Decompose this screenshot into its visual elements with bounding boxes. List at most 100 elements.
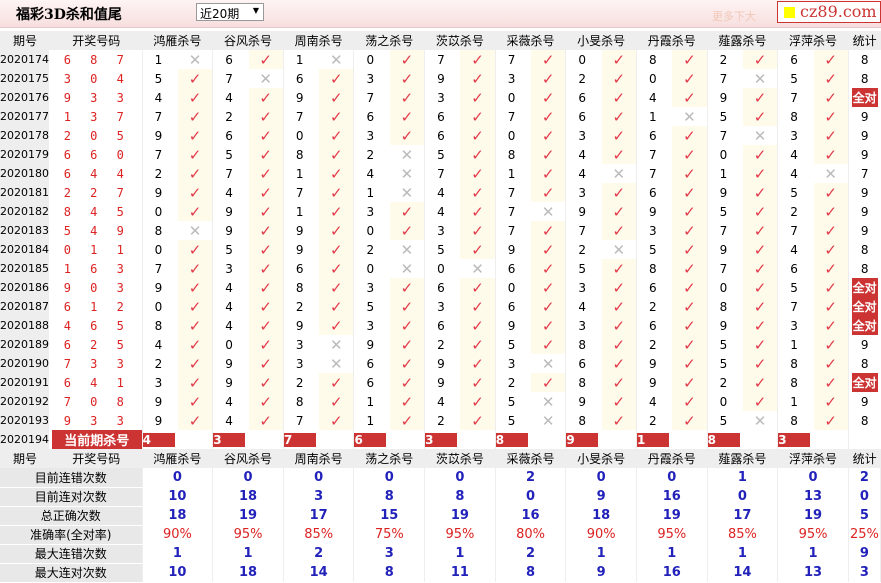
kill-number: 8	[295, 280, 304, 295]
stats-value: 8	[353, 563, 426, 582]
header-stat: 统计	[848, 31, 881, 50]
period: 2020179	[0, 145, 52, 164]
current-kill-number: 3	[425, 432, 458, 447]
kill-number: 5	[719, 204, 728, 219]
stats-value: 13	[777, 487, 849, 506]
kill-number: 6	[790, 52, 798, 67]
kill-number: 0	[719, 280, 728, 295]
stats-label: 目前连错次数	[0, 468, 143, 488]
kill-number: 5	[437, 147, 445, 162]
check-icon: ✓	[742, 50, 779, 69]
stats-value: 2	[848, 468, 881, 487]
kill-number: 7	[295, 109, 304, 124]
check-icon: ✓	[672, 392, 708, 411]
cross-icon: ✕	[389, 183, 426, 202]
winning-number: 5 4 9	[50, 221, 143, 240]
kill-number: 7	[366, 90, 375, 105]
header-kill: 小旻杀号	[565, 31, 637, 50]
check-icon: ✓	[742, 164, 779, 183]
check-icon: ✓	[389, 392, 426, 411]
current-kill-number: 6	[354, 432, 387, 447]
check-icon: ✓	[177, 164, 214, 183]
kill-number: 3	[578, 280, 586, 295]
check-icon: ✓	[531, 335, 567, 354]
stat-count: 9	[860, 185, 869, 200]
kill-number: 5	[507, 413, 516, 428]
header-kill: 鸿雁杀号	[142, 449, 214, 468]
kill-number: 2	[578, 71, 586, 86]
kill-number: 5	[366, 299, 375, 314]
stat-count: 9	[860, 337, 869, 352]
kill-number: 4	[790, 147, 798, 162]
kill-table: 期号 开奖号码 鸿雁杀号 谷风杀号 周南杀号 荡之杀号 茨苡杀号 采薇杀号 小旻杀号 丹霞杀号 薤露…	[0, 31, 881, 583]
kill-number: 6	[366, 375, 375, 390]
all-hit-badge: 全对	[851, 278, 878, 297]
table-row: 2020191 6 4 1 3 ✓ 9 ✓ 2 ✓ 6 ✓ 9 ✓ 2 ✓ 8 ✓ 9 ✓ 2 ✓ 8 ✓ 全对	[0, 373, 881, 392]
kill-number: 2	[578, 242, 586, 257]
table-row: 2020181 2 2 7 9 ✓ 4 ✓ 7 ✓ 1 ✕ 4 ✓ 7 ✓ 3 ✓ 6 ✓ 9 ✓ 5 ✓ 9	[0, 183, 881, 202]
kill-number: 3	[225, 261, 233, 276]
site-logo[interactable]: cz89.com	[777, 1, 881, 23]
stat-cell: 7	[848, 164, 880, 183]
kill-number: 8	[790, 413, 798, 428]
winning-number: 6 4 1	[50, 373, 143, 392]
faded-link[interactable]: 更多下大	[712, 10, 756, 23]
current-kill-number: 7	[283, 432, 316, 447]
current-kill-number: 3	[213, 432, 246, 447]
kill-number: 6	[437, 280, 445, 295]
check-icon: ✓	[389, 411, 426, 430]
stats-value: 2	[283, 544, 355, 563]
table-row: 2020174 6 8 7 1 ✕ 6 ✓ 1 ✕ 0 ✓ 7 ✓ 7 ✓ 0 ✓ 8 ✓ 2 ✓ 6 ✓ 8	[0, 50, 881, 69]
cross-icon: ✕	[531, 411, 567, 430]
kill-number: 1	[295, 166, 304, 181]
kill-number: 1	[507, 166, 516, 181]
header-kill: 荡之杀号	[353, 31, 426, 50]
kill-number: 7	[719, 223, 728, 238]
stats-row: 最大连对次数 10 18 14 8 11 8 9 16 14 13 3	[0, 563, 881, 583]
header-kill: 薤露杀号	[707, 31, 779, 50]
check-icon: ✓	[319, 297, 355, 316]
stat-cell: 9	[848, 335, 880, 354]
stats-value: 0	[495, 487, 567, 506]
kill-number: 8	[648, 52, 657, 67]
kill-number: 4	[225, 185, 233, 200]
stats-value: 1	[707, 468, 779, 487]
stats-value: 8	[495, 563, 567, 582]
current-kill-number: 3	[778, 432, 811, 447]
kill-number: 7	[154, 147, 163, 162]
period: 2020190	[0, 354, 52, 373]
stats-label: 最大连对次数	[0, 563, 143, 583]
kill-number: 5	[578, 261, 586, 276]
check-icon: ✓	[460, 69, 496, 88]
check-icon: ✓	[460, 316, 496, 335]
check-icon: ✓	[319, 164, 355, 183]
stats-value: 14	[707, 563, 779, 582]
stats-value: 95%	[212, 525, 284, 544]
kill-number: 9	[154, 413, 163, 428]
cross-icon: ✕	[389, 164, 426, 183]
stats-value: 5	[848, 506, 881, 525]
check-icon: ✓	[460, 145, 496, 164]
period: 2020192	[0, 392, 52, 411]
check-icon: ✓	[601, 107, 637, 126]
current-label: 当前期杀号	[50, 430, 143, 449]
check-icon: ✓	[531, 107, 567, 126]
kill-number: 9	[225, 204, 233, 219]
range-select-value: 近20期	[200, 7, 240, 21]
range-select[interactable]: 近20期 ▼	[196, 3, 264, 21]
kill-number: 3	[437, 223, 445, 238]
stats-value: 0	[777, 468, 849, 487]
period: 2020188	[0, 316, 52, 335]
kill-number: 4	[225, 90, 233, 105]
kill-number: 4	[225, 280, 233, 295]
current-period: 2020194	[0, 430, 52, 449]
kill-number: 3	[578, 128, 586, 143]
stats-value: 8	[353, 487, 426, 506]
table-row: 2020192 7 0 8 9 ✓ 4 ✓ 8 ✓ 1 ✓ 4 ✓ 5 ✕ 9 ✓ 4 ✓ 0 ✓ 1 ✓ 9	[0, 392, 881, 411]
period: 2020185	[0, 259, 52, 278]
check-icon: ✓	[319, 221, 355, 240]
winning-number: 4 6 5	[50, 316, 143, 335]
kill-number: 6	[507, 299, 516, 314]
logo-text: cz89.com	[800, 2, 877, 21]
check-icon: ✓	[460, 126, 496, 145]
